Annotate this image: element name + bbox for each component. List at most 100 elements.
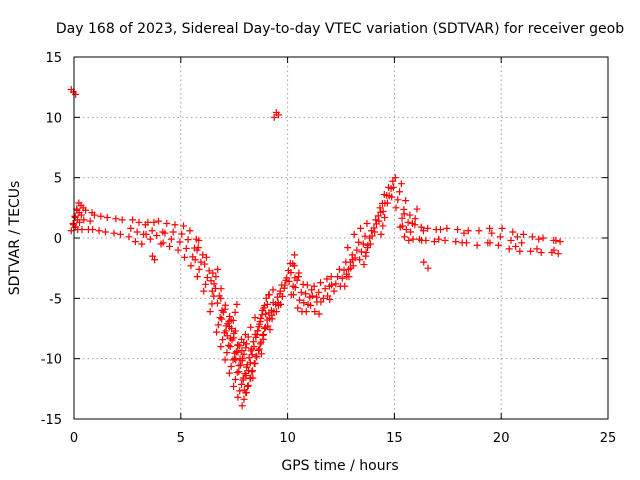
- data-point-marker: [153, 232, 161, 240]
- data-point-marker: [283, 274, 291, 282]
- data-point-marker: [518, 239, 526, 247]
- data-point-marker: [464, 227, 472, 235]
- data-point-marker: [353, 246, 361, 254]
- data-point-marker: [383, 199, 391, 207]
- data-point-marker: [347, 264, 355, 272]
- data-point-marker: [236, 355, 244, 363]
- data-point-marker: [366, 240, 374, 248]
- data-point-marker: [253, 353, 261, 361]
- data-point-marker: [76, 218, 84, 226]
- data-points: [67, 86, 564, 410]
- data-point-marker: [326, 296, 334, 304]
- data-point-marker: [528, 233, 536, 241]
- data-point-marker: [308, 286, 316, 294]
- data-point-marker: [207, 277, 215, 285]
- y-tick-label: 5: [54, 172, 62, 187]
- data-point-marker: [417, 223, 425, 231]
- data-point-marker: [240, 395, 248, 403]
- data-point-marker: [234, 341, 242, 349]
- data-point-marker: [334, 273, 342, 281]
- data-point-marker: [242, 372, 250, 380]
- data-point-marker: [356, 256, 364, 264]
- data-point-marker: [454, 226, 462, 234]
- data-point-marker: [214, 321, 222, 329]
- data-point-marker: [229, 316, 237, 324]
- data-point-marker: [323, 275, 331, 283]
- data-point-marker: [210, 280, 218, 288]
- data-point-marker: [401, 233, 409, 241]
- data-point-marker: [245, 354, 253, 362]
- data-point-marker: [390, 183, 397, 191]
- data-point-marker: [276, 287, 284, 295]
- data-point-marker: [150, 218, 158, 226]
- data-point-marker: [509, 228, 517, 236]
- data-point-marker: [240, 350, 248, 358]
- data-point-marker: [419, 227, 427, 235]
- data-point-marker: [193, 246, 201, 254]
- data-point-marker: [535, 235, 543, 243]
- data-point-marker: [289, 282, 297, 290]
- x-tick-label: 20: [493, 431, 510, 446]
- data-point-marker: [244, 382, 252, 390]
- data-point-marker: [195, 236, 203, 244]
- data-point-marker: [270, 113, 278, 121]
- data-point-marker: [151, 256, 159, 264]
- data-point-marker: [217, 343, 225, 351]
- data-point-marker: [157, 240, 165, 248]
- data-point-marker: [409, 235, 417, 243]
- data-point-marker: [295, 273, 303, 281]
- data-point-marker: [257, 350, 265, 358]
- data-point-marker: [362, 252, 370, 260]
- data-point-marker: [398, 222, 406, 230]
- data-point-marker: [363, 220, 371, 228]
- data-point-marker: [539, 234, 547, 242]
- data-point-marker: [411, 221, 419, 229]
- data-point-marker: [249, 374, 257, 382]
- data-point-marker: [460, 229, 468, 237]
- data-point-marker: [300, 299, 308, 307]
- data-point-marker: [256, 340, 264, 348]
- data-point-marker: [176, 238, 184, 246]
- data-point-marker: [193, 273, 201, 281]
- data-point-marker: [133, 228, 141, 236]
- data-point-marker: [370, 224, 378, 232]
- data-point-marker: [206, 308, 214, 316]
- data-point-marker: [340, 266, 348, 274]
- data-point-marker: [361, 232, 369, 240]
- data-point-marker: [376, 204, 384, 212]
- data-point-marker: [317, 279, 325, 287]
- data-point-marker: [527, 247, 535, 255]
- data-point-marker: [80, 216, 88, 224]
- data-point-marker: [297, 288, 305, 296]
- data-point-marker: [486, 224, 494, 232]
- data-point-marker: [397, 180, 405, 188]
- data-point-marker: [285, 277, 293, 285]
- data-point-marker: [335, 265, 343, 273]
- data-point-marker: [174, 246, 182, 254]
- data-point-marker: [208, 287, 216, 295]
- data-point-marker: [169, 228, 177, 236]
- data-point-marker: [327, 273, 335, 281]
- data-point-marker: [435, 235, 443, 243]
- data-point-marker: [171, 221, 179, 229]
- data-point-marker: [264, 322, 272, 330]
- data-point-marker: [213, 299, 221, 307]
- data-point-marker: [225, 341, 233, 349]
- data-point-marker: [537, 248, 545, 256]
- data-point-marker: [163, 220, 171, 228]
- data-point-marker: [225, 369, 233, 377]
- data-point-marker: [217, 294, 225, 302]
- data-point-marker: [406, 211, 414, 219]
- data-point-marker: [388, 193, 396, 201]
- data-point-marker: [341, 282, 349, 290]
- data-point-marker: [413, 205, 421, 213]
- data-point-marker: [556, 238, 564, 246]
- data-point-marker: [430, 238, 438, 246]
- data-point-marker: [180, 222, 187, 230]
- data-point-marker: [231, 327, 239, 335]
- y-tick-label: 10: [45, 111, 62, 126]
- data-point-marker: [486, 239, 494, 247]
- data-point-marker: [232, 356, 240, 364]
- data-point-marker: [238, 402, 246, 410]
- data-point-marker: [199, 251, 207, 259]
